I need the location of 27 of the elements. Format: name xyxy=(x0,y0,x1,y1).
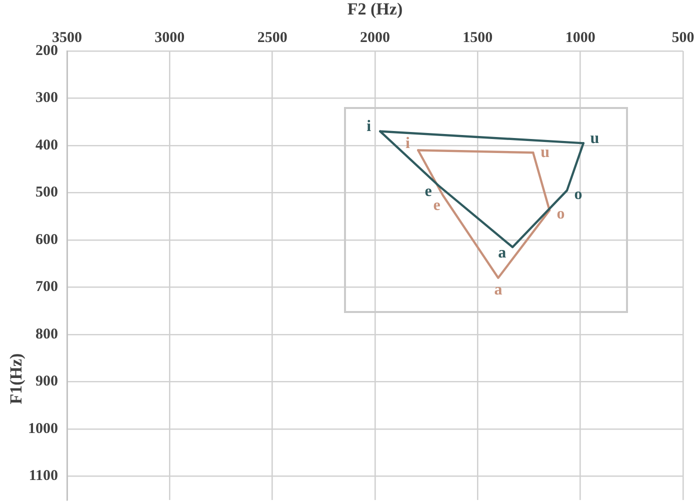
y-axis-title: F1(Hz) xyxy=(6,353,26,404)
x-tick-label: 2500 xyxy=(257,30,288,46)
x-axis-title: F2 (Hz) xyxy=(347,0,403,19)
y-tick-label: 400 xyxy=(36,137,58,154)
data-label: o xyxy=(574,186,582,203)
y-tick-label: 700 xyxy=(36,279,58,296)
y-tick-label: 500 xyxy=(36,184,58,201)
data-label: i xyxy=(366,118,372,136)
y-tick-label: 1100 xyxy=(28,468,58,484)
data-label: e xyxy=(433,197,440,214)
y-tick-label: 300 xyxy=(36,90,58,106)
x-tick-label: 1000 xyxy=(565,30,596,46)
data-label: e xyxy=(424,183,432,200)
x-tick-label: 500 xyxy=(672,30,694,46)
y-tick-label: 1000 xyxy=(28,420,58,437)
data-label: u xyxy=(590,130,600,147)
data-label: u xyxy=(540,144,550,161)
y-tick-label: 600 xyxy=(36,232,58,248)
x-tick-label: 2000 xyxy=(360,30,390,46)
y-tick-label: 900 xyxy=(36,374,58,390)
data-label: a xyxy=(498,244,506,262)
data-label: o xyxy=(556,206,565,223)
x-tick-label: 3000 xyxy=(154,30,185,46)
data-label: a xyxy=(494,282,502,299)
x-tick-label: 1500 xyxy=(462,30,493,46)
y-tick-label: 800 xyxy=(36,326,58,342)
data-label: i xyxy=(406,135,410,152)
